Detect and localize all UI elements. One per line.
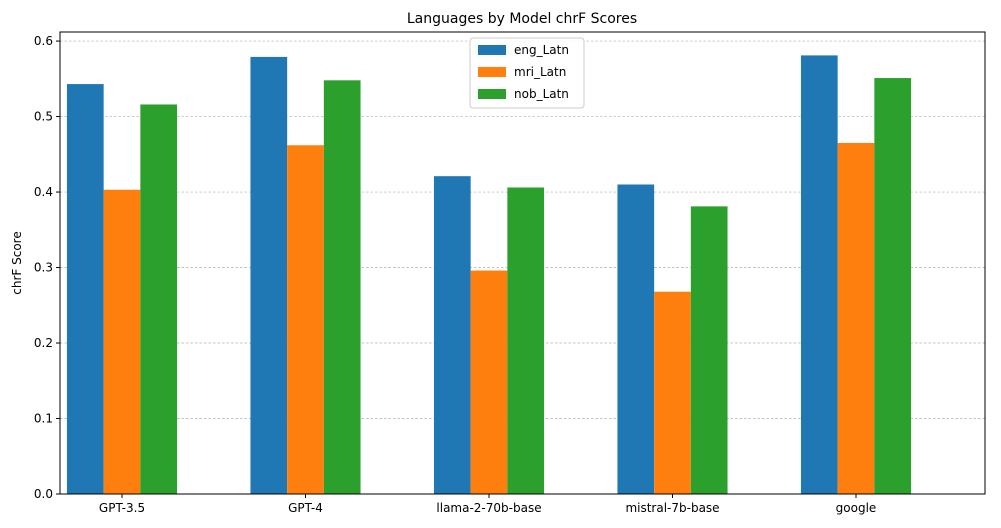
bar-nob_Latn-GPT-4 (323, 80, 361, 495)
y-tick-label: 0.0 (34, 487, 53, 501)
legend-label-eng_Latn: eng_Latn (514, 43, 569, 57)
x-axis: GPT-3.5 GPT-4 llama-2-70b-base mistral-7b-b… (99, 494, 876, 515)
y-tick-label: 0.2 (34, 336, 53, 350)
y-tick-label: 0.1 (34, 412, 53, 426)
bar-mri_Latn-GPT-3.5 (103, 189, 141, 494)
plot-frame (59, 31, 986, 495)
y-axis-title: chrF Score (10, 231, 24, 294)
x-tick-label: GPT-4 (288, 501, 323, 515)
x-tick-label: mistral-7b-base (625, 501, 719, 515)
bar-nob_Latn-llama-2-70b-base (507, 187, 545, 494)
legend-label-nob_Latn: nob_Latn (514, 87, 569, 101)
bar-nob_Latn-mistral-7b-base (690, 206, 728, 494)
bar-nob_Latn-google (874, 78, 912, 495)
bar-mri_Latn-google (837, 142, 875, 494)
bars-layer (66, 55, 912, 495)
legend-swatch-eng_Latn (478, 45, 506, 55)
chart-title: Languages by Model chrF Scores (407, 11, 637, 27)
y-tick-label: 0.6 (34, 34, 53, 48)
bar-eng_Latn-mistral-7b-base (617, 184, 655, 495)
y-tick-label: 0.4 (34, 185, 53, 199)
bar-nob_Latn-GPT-3.5 (140, 104, 178, 495)
bar-mri_Latn-GPT-4 (287, 145, 324, 494)
legend-swatch-nob_Latn (478, 89, 506, 99)
y-tick-label: 0.3 (34, 261, 53, 275)
bar-eng_Latn-llama-2-70b-base (433, 176, 471, 494)
y-tick-label: 0.5 (34, 110, 53, 124)
x-tick-label: google (836, 501, 877, 515)
bar-eng_Latn-GPT-4 (250, 56, 288, 494)
legend-swatch-mri_Latn (478, 67, 506, 77)
legend-label-mri_Latn: mri_Latn (514, 65, 566, 79)
bar-mri_Latn-mistral-7b-base (654, 291, 691, 494)
bar-eng_Latn-google (800, 55, 838, 494)
y-axis: 0.0 0.1 0.2 0.3 0.4 0.5 0.6 (34, 34, 60, 501)
bar-mri_Latn-llama-2-70b-base (470, 270, 508, 494)
x-tick-label: llama-2-70b-base (436, 501, 541, 515)
legend: eng_Latn mri_Latn nob_Latn (469, 37, 585, 109)
x-tick-label: GPT-3.5 (99, 501, 145, 515)
bar-eng_Latn-GPT-3.5 (66, 84, 104, 495)
